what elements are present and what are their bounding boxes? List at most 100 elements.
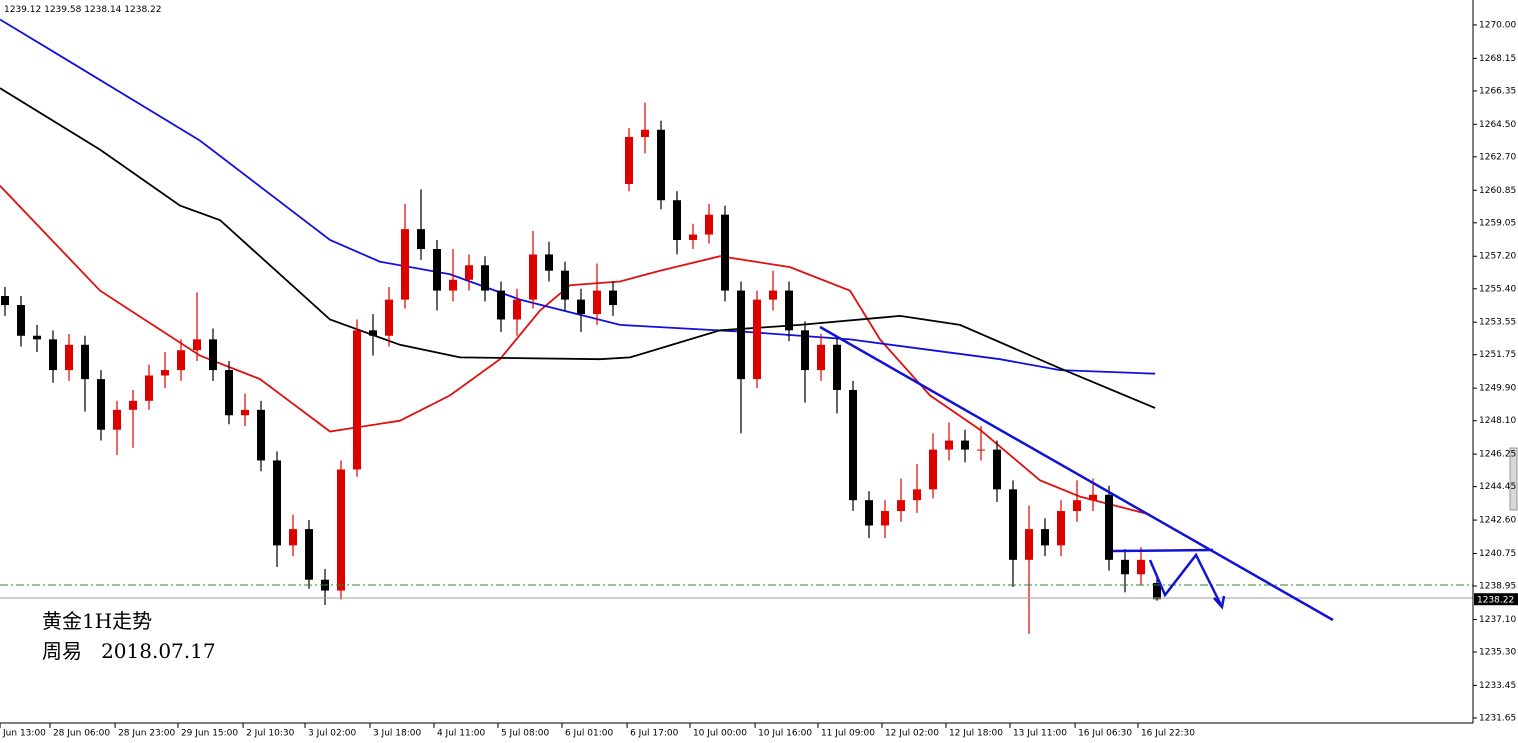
y-tick-label: 1242.60 — [1479, 516, 1516, 526]
candle-body — [369, 330, 377, 336]
candle-body — [433, 249, 441, 291]
scroll-handle[interactable] — [1509, 447, 1518, 511]
horizontal-line — [1112, 548, 1214, 553]
candle-body — [881, 511, 889, 526]
candle-body — [961, 440, 969, 450]
candle-body — [225, 370, 233, 416]
moving-average — [0, 87, 1156, 409]
x-tick-label: 28 Jun 06:00 — [53, 729, 110, 739]
candle-body — [817, 344, 825, 371]
candle-body — [273, 460, 281, 546]
x-tick-label: 28 Jun 23:00 — [118, 729, 175, 739]
candle-body — [241, 409, 249, 416]
x-tick-label: 16 Jul 06:30 — [1078, 729, 1132, 739]
candle-body — [689, 234, 697, 240]
x-tick-label: 12 Jul 18:00 — [949, 729, 1003, 739]
candle-body — [289, 529, 297, 546]
y-tick-label: 1233.45 — [1479, 681, 1516, 691]
y-tick-label: 1231.65 — [1479, 713, 1516, 723]
candle-body — [753, 299, 761, 380]
x-tick-label: 6 Jul 01:00 — [565, 729, 614, 739]
x-tick-label: 3 Jul 02:00 — [308, 729, 357, 739]
candle-body — [97, 379, 105, 430]
candle-body — [1025, 529, 1033, 560]
y-tick-label: 1262.70 — [1479, 152, 1516, 162]
x-tick-label: 10 Jul 00:00 — [693, 729, 747, 739]
candle-body — [769, 290, 777, 300]
moving-average — [0, 185, 1151, 516]
candle-body — [625, 136, 633, 184]
x-tick-label: 6 Jul 17:00 — [630, 729, 679, 739]
y-tick-label: 1240.75 — [1479, 549, 1516, 559]
candle-body — [641, 129, 649, 137]
candle-body — [545, 254, 553, 271]
candle-body — [177, 350, 185, 371]
ohlc-open: 1239.12 — [4, 5, 41, 15]
candle-body — [897, 500, 905, 512]
candle-body — [449, 279, 457, 291]
y-tick-label: 1249.90 — [1479, 384, 1516, 394]
y-tick-label: 1237.10 — [1479, 615, 1516, 625]
candle-body — [1, 295, 9, 306]
moving-average — [0, 18, 1156, 375]
axes: 1270.00 1268.15 1266.35 1264.50 1262.70 1260.… — [0, 20, 1518, 739]
y-tick-label: 1244.45 — [1479, 482, 1516, 492]
candle-body — [801, 330, 809, 371]
candle-body — [865, 500, 873, 526]
ohlc-close: 1238.22 — [124, 5, 161, 15]
candle-body — [1153, 582, 1161, 600]
candle-body — [257, 409, 265, 461]
x-tick-label: 10 Jul 16:00 — [758, 729, 812, 739]
y-tick-label: 1251.75 — [1479, 350, 1516, 360]
candle-body — [401, 229, 409, 300]
y-tick-label: 1264.50 — [1479, 120, 1516, 130]
candle-body — [945, 440, 953, 450]
candle-body — [209, 339, 217, 371]
arrow-head — [1213, 595, 1226, 610]
candle-body — [721, 214, 729, 291]
x-tick-label: 4 Jul 11:00 — [437, 729, 486, 739]
x-tick-label: 16 Jul 22:30 — [1141, 729, 1195, 739]
candle-body — [193, 339, 201, 351]
candle-body — [1073, 500, 1081, 512]
candle-body — [673, 200, 681, 240]
candle-body — [161, 370, 169, 376]
x-tick-label: 5 Jul 08:00 — [501, 729, 550, 739]
candle-body — [417, 229, 425, 250]
candle-body — [609, 290, 617, 306]
y-tick-label: 1246.25 — [1479, 450, 1516, 460]
candle-body — [1105, 494, 1113, 560]
y-tick-label: 1266.35 — [1479, 86, 1516, 96]
candle-body — [17, 305, 25, 336]
candle-body — [353, 330, 361, 470]
annotation: 黄金1H走势 — [42, 609, 152, 633]
candle-body — [849, 389, 857, 501]
candle-body — [1041, 529, 1049, 546]
plot-area — [0, 18, 1161, 634]
ohlc-low: 1238.14 — [84, 5, 121, 15]
ohlc-header: 1239.12 1239.58 1238.14 1238.22 — [4, 5, 162, 15]
candle-body — [145, 375, 153, 401]
candle-body — [65, 344, 73, 371]
y-tick-label: 1253.55 — [1479, 318, 1516, 328]
annotation: 周易 2018.07.17 — [42, 639, 216, 663]
candle-body — [49, 339, 57, 371]
candle-body — [577, 299, 585, 315]
y-tick-label: 1248.10 — [1479, 416, 1516, 426]
candle-body — [129, 400, 137, 410]
price-tag-label: 1238.22 — [1477, 596, 1514, 606]
candle-body — [657, 129, 665, 201]
y-tick-label: 1259.05 — [1479, 218, 1516, 228]
candle-body — [977, 449, 985, 451]
candle-body — [305, 529, 313, 580]
trend-line — [819, 325, 1334, 622]
drawings — [819, 325, 1334, 622]
forecast-path — [1148, 552, 1223, 606]
candle-body — [33, 335, 41, 340]
candle-body — [705, 214, 713, 235]
candle-body — [1121, 559, 1129, 575]
candle-body — [1089, 494, 1097, 501]
candle-body — [737, 290, 745, 380]
y-tick-label: 1260.85 — [1479, 186, 1516, 196]
